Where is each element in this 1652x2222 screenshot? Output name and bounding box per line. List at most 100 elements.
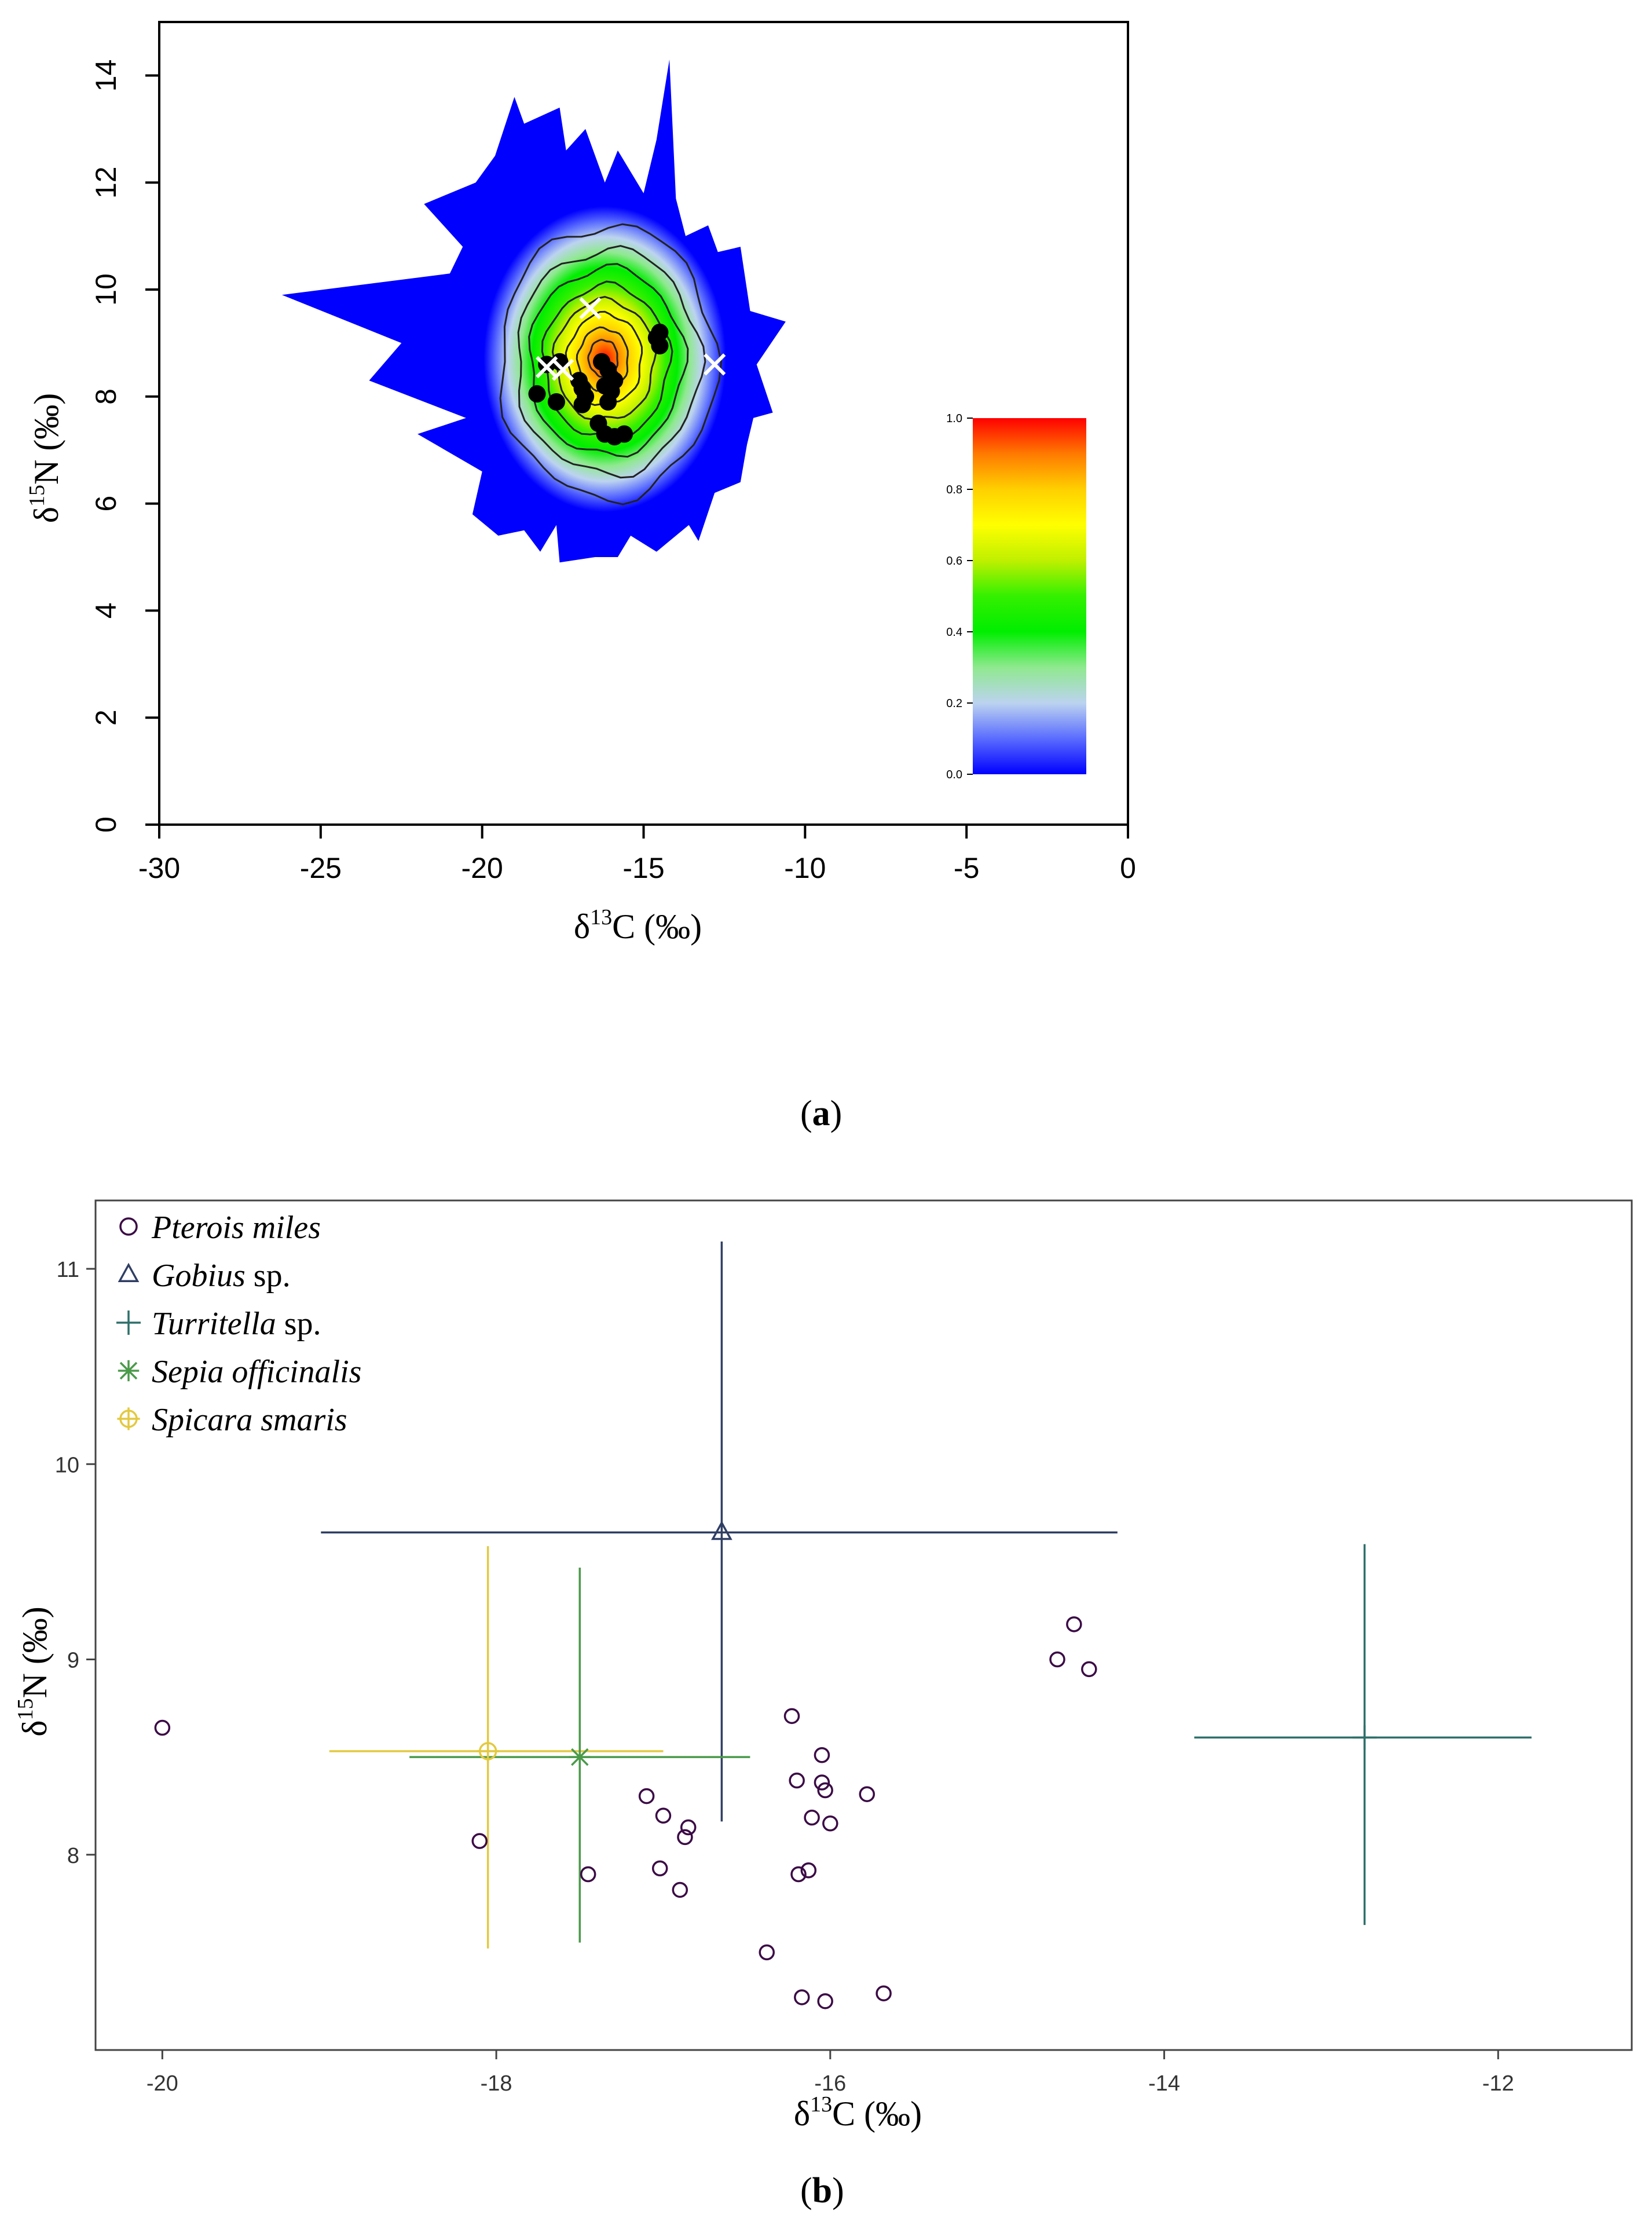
x-tick-label: -25 [300,852,342,884]
source-marker [579,297,602,320]
consumer-point [651,323,669,341]
consumer-points [528,323,669,446]
consumer-point [599,393,617,411]
pterois-point [651,1860,668,1877]
y-tick-label: 9 [67,1649,79,1673]
colorbar-tick-label: 0.8 [946,484,962,496]
y-tick-label: 0 [90,817,122,833]
y-tick-label: 8 [90,389,122,405]
pterois-point [638,1788,655,1804]
y-tick-label: 11 [57,1258,79,1282]
legend-item: Sepia officinalis [118,1354,361,1390]
x-tick-label: -20 [146,2071,178,2096]
density-contour [517,244,706,479]
panel-b-plot-frame [94,1199,1633,2051]
y-tick-label: 12 [90,166,122,199]
legend-marker [116,1310,141,1335]
pterois-point [680,1819,697,1836]
consumer-point [573,396,591,413]
legend-marker [118,1262,140,1282]
pterois-point [580,1866,596,1883]
pterois-point [1049,1651,1065,1668]
panel-a-density-plot: 0.0 0.2 0.4 0.6 0.8 1.0 -30 -25 -20 -15 -10 -5 0 0 2… [25,21,1136,946]
panel-b-x-axis: -20 -18 -16 -14 -12 [146,2050,1514,2096]
legend: Pterois miles Gobius sp. Turritella sp. Sep… [116,1210,361,1438]
pterois-point [154,1719,171,1736]
consumer-point [651,337,669,355]
pterois-points [154,1616,1097,2009]
pterois-point [655,1807,672,1824]
density-contour [499,223,723,506]
x-tick-label: -5 [954,852,979,884]
y-tick-label: 6 [90,496,122,512]
source-mean-marker [477,1740,500,1763]
pterois-point [817,1782,833,1799]
pterois-point [471,1833,488,1849]
density-contour [528,263,689,458]
colorbar-tick-label: 1.0 [946,412,962,425]
source-mean-marker [1352,1725,1377,1750]
x-tick-label: 0 [1120,852,1136,884]
pterois-point [794,1989,810,2005]
colorbar-tick-label: 0.2 [946,697,962,710]
consumer-point [538,356,556,374]
colorbar: 0.0 0.2 0.4 0.6 0.8 1.0 [946,412,1086,781]
x-tick-label: -14 [1148,2071,1180,2096]
pterois-point [790,1866,807,1883]
legend-item: Spicara smaris [117,1402,347,1438]
legend-label: Sepia officinalis [152,1354,361,1390]
pterois-point [817,1993,833,2009]
legend-marker [118,1360,140,1382]
source-means [477,1520,1377,1768]
source-mean-marker [569,1746,591,1768]
panel-b-scatter-plot: Pterois miles Gobius sp. Turritella sp. Sep… [13,1199,1633,2133]
y-tick-label: 10 [90,273,122,306]
pterois-point [789,1772,805,1789]
x-tick-label: -18 [481,2071,512,2096]
y-tick-label: 4 [90,602,122,618]
panel-a-y-axis: 0 2 4 6 8 10 12 14 [90,60,160,833]
y-tick-label: 8 [67,1844,79,1868]
legend-marker [117,1407,140,1430]
pterois-point [677,1829,693,1846]
x-tick-label: -12 [1482,2071,1514,2096]
x-tick-label: -30 [138,852,180,884]
consumer-point [547,393,565,411]
y-tick-label: 2 [90,709,122,726]
consumer-point [616,425,633,443]
colorbar-tick-label: 0.0 [946,768,962,781]
legend-item: Turritella sp. [116,1306,321,1342]
legend-label: Pterois miles [151,1210,321,1246]
colorbar-tick-label: 0.4 [946,626,962,639]
pterois-point [759,1944,775,1961]
x-tick-label: -10 [784,852,826,884]
panel-b-y-axis-label: δ15N (‰) [13,1606,54,1737]
source-error-bars [321,1241,1532,1949]
pterois-point [800,1862,817,1879]
pterois-point [804,1809,820,1826]
source-marker [704,353,726,376]
pterois-point [876,1985,892,2001]
source-mean-marker [711,1520,732,1540]
pterois-point [1066,1616,1082,1632]
x-tick-label: -20 [461,852,503,884]
colorbar-gradient [973,418,1086,774]
pterois-point [783,1708,800,1725]
x-tick-label: -16 [814,2071,846,2096]
y-tick-label: 10 [55,1453,79,1477]
legend-label: Turritella sp. [152,1306,321,1342]
panel-b-label: (b) [800,2171,844,2210]
panel-a-y-axis-label: δ15N (‰) [25,393,65,524]
panel-a-x-axis: -30 -25 -20 -15 -10 -5 0 [138,823,1136,884]
colorbar-tick-label: 0.6 [946,555,962,568]
panel-b-x-axis-label: δ13C (‰) [794,2092,922,2133]
source-markers [536,297,726,381]
panel-a-label: (a) [800,1094,843,1133]
panel-b-y-axis: 8 9 10 11 [55,1258,96,1868]
pterois-point [814,1774,830,1791]
pterois-point [822,1815,838,1832]
consumer-point [528,385,546,403]
legend-label: Gobius sp. [152,1258,291,1294]
x-tick-label: -15 [622,852,664,884]
